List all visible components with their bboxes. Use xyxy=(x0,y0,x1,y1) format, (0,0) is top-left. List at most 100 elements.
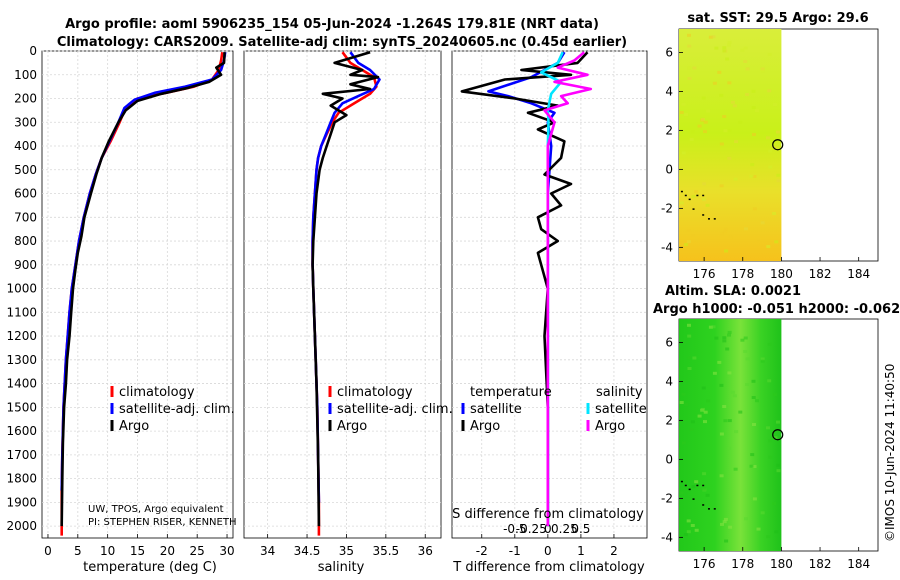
depth-tick-label: 1600 xyxy=(6,424,37,438)
depth-tick-label: 1000 xyxy=(6,282,37,296)
salinity-grid xyxy=(244,50,441,538)
sla-lon-tick-labels: 176 178 180 182 184 xyxy=(693,547,870,571)
field-pixel xyxy=(719,142,724,146)
field-pixel xyxy=(681,102,686,106)
field-pixel xyxy=(776,130,780,134)
depth-tick-label: 1100 xyxy=(6,305,37,319)
field-pixel xyxy=(708,35,713,39)
lat-tick-label: 4 xyxy=(665,374,673,388)
lat-tick-label: 4 xyxy=(665,84,673,98)
island-speck xyxy=(684,484,687,487)
field-pixel xyxy=(751,106,756,109)
field-pixel xyxy=(767,342,772,346)
field-pixel xyxy=(706,109,711,113)
field-pixel xyxy=(728,235,733,239)
field-pixel xyxy=(703,120,708,124)
lat-tick-label: 0 xyxy=(665,452,673,466)
field-pixel xyxy=(751,396,756,399)
field-pixel xyxy=(749,464,754,468)
sst-map-panel: sat. SST: 29.5 Argo: 29.6 176 178 180 182 18… xyxy=(661,11,879,281)
x-tick-label: 30 xyxy=(219,544,234,558)
x-tick-label: 0 xyxy=(544,544,552,558)
field-pixel xyxy=(750,453,755,457)
field-pixel xyxy=(722,115,727,118)
lon-tick-label: 176 xyxy=(693,267,716,281)
field-pixel xyxy=(734,430,739,434)
field-pixel xyxy=(687,44,692,48)
field-pixel xyxy=(690,420,695,424)
legend-argo-label: Argo xyxy=(119,419,149,434)
s-tick-label: 0.25 xyxy=(551,522,578,536)
field-pixel xyxy=(767,52,772,56)
field-pixel xyxy=(681,151,686,155)
salinity-axis-label: salinity xyxy=(318,560,365,575)
field-pixel xyxy=(720,232,724,236)
island-speck xyxy=(688,198,691,201)
field-pixel xyxy=(689,428,694,431)
field-pixel xyxy=(703,130,707,134)
island-speck xyxy=(702,194,705,197)
field-pixel xyxy=(679,401,684,404)
field-pixel xyxy=(687,77,692,80)
field-pixel xyxy=(724,539,729,543)
field-pixel xyxy=(766,535,771,539)
temperature-legend: climatology satellite-adj. clim. Argo xyxy=(110,385,235,434)
field-pixel xyxy=(694,480,699,484)
island-speck xyxy=(702,484,705,487)
field-pixel xyxy=(687,356,692,360)
x-tick-label: 35 xyxy=(339,544,354,558)
salinity-series xyxy=(311,51,381,536)
island-speck xyxy=(680,190,683,193)
x-tick-label: 25 xyxy=(190,544,205,558)
field-pixel xyxy=(774,530,779,534)
field-pixel xyxy=(756,527,761,531)
figure-title-line1: Argo profile: aoml 5906235_154 05-Jun-20… xyxy=(65,17,599,32)
field-pixel xyxy=(722,46,727,50)
s-tick-label: -0.25 xyxy=(516,522,547,536)
temperature-series xyxy=(60,52,227,536)
island-speck xyxy=(692,208,695,210)
field-pixel xyxy=(751,379,756,383)
field-pixel xyxy=(776,179,781,183)
depth-tick-label: 500 xyxy=(14,163,37,177)
field-pixel xyxy=(743,336,748,340)
temperature-tick-labels: 0 5 10 15 20 25 30 xyxy=(44,534,235,558)
legend-satellite-label: satellite-adj. clim. xyxy=(119,402,235,417)
field-pixel xyxy=(697,414,702,418)
sst-coastline xyxy=(680,190,716,220)
field-pixel xyxy=(772,212,777,215)
field-pixel xyxy=(773,393,777,397)
series-line-salinity-argo xyxy=(543,51,593,527)
field-pixel xyxy=(720,522,724,526)
field-pixel xyxy=(719,93,724,97)
field-pixel xyxy=(714,336,719,340)
x-tick-label: 36 xyxy=(418,544,433,558)
x-tick-label: 34 xyxy=(260,544,275,558)
field-pixel xyxy=(768,455,773,459)
lat-tick-label: 6 xyxy=(665,335,673,349)
island-speck xyxy=(680,480,683,483)
field-pixel xyxy=(683,243,688,247)
field-pixel xyxy=(733,467,738,471)
lat-tick-label: -2 xyxy=(661,201,673,215)
field-pixel xyxy=(717,70,722,74)
field-pixel xyxy=(705,203,710,207)
sla-argo-marker xyxy=(772,429,784,441)
sla-texture xyxy=(679,323,781,543)
sla-lat-tick-labels: -4 -2 0 2 4 6 xyxy=(661,335,683,544)
depth-tick-label: 1700 xyxy=(6,448,37,462)
island-speck xyxy=(707,508,710,510)
field-pixel xyxy=(683,533,688,537)
field-pixel xyxy=(712,371,717,375)
credit-line2: PI: STEPHEN RISER, KENNETH xyxy=(88,517,236,528)
field-pixel xyxy=(730,390,735,394)
island-speck xyxy=(702,214,705,216)
depth-tick-label: 0 xyxy=(29,44,37,58)
field-pixel xyxy=(724,249,729,253)
field-pixel xyxy=(725,57,730,61)
x-tick-label: -2 xyxy=(476,544,488,558)
field-pixel xyxy=(719,432,724,436)
field-pixel xyxy=(772,502,777,505)
field-pixel xyxy=(684,113,689,117)
island-speck xyxy=(707,218,710,220)
